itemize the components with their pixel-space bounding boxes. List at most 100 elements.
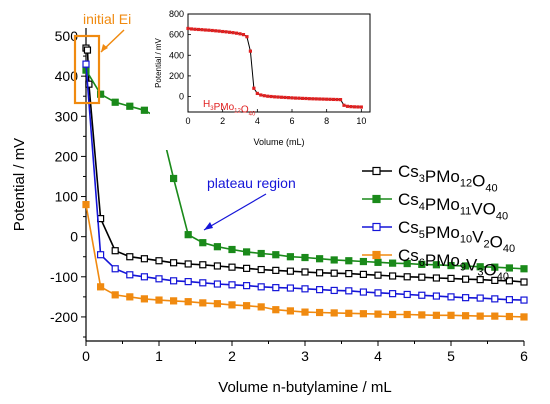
y-tick-label: 300	[55, 108, 79, 124]
inset-data-point	[356, 105, 360, 109]
inset-data-point	[186, 26, 190, 31]
inset-data-point	[283, 95, 287, 100]
inset-data-point	[293, 96, 298, 100]
data-point	[505, 264, 513, 272]
data-point	[374, 289, 382, 297]
inset-data-point	[342, 103, 346, 107]
inset-data-point	[349, 105, 353, 109]
legend-marker	[372, 194, 381, 204]
data-point	[476, 276, 484, 284]
data-point	[286, 267, 294, 275]
inset-x-tick-label: 6	[289, 116, 294, 126]
data-point	[199, 239, 207, 247]
inset-data-point	[245, 35, 249, 39]
annotation-initial-ei: initial Ei	[73, 11, 131, 105]
data-point	[476, 312, 484, 320]
data-point	[520, 313, 528, 321]
data-point	[170, 259, 178, 267]
data-point	[228, 301, 236, 309]
inset-data-point	[307, 97, 311, 101]
initial-ei-label: initial Ei	[83, 11, 131, 27]
data-point	[432, 261, 440, 269]
data-point	[213, 243, 221, 251]
inset-data-point	[311, 97, 315, 101]
inset-data-point	[262, 94, 266, 98]
inset-background	[150, 2, 382, 150]
inset-data-point	[224, 30, 228, 34]
series-1	[82, 66, 528, 273]
data-point	[520, 265, 528, 273]
inset-data-point	[304, 96, 308, 101]
data-point	[330, 269, 338, 277]
x-tick-label: 0	[82, 348, 90, 364]
data-point	[184, 231, 192, 239]
annotation-plateau: plateau region	[203, 175, 296, 231]
series-2	[82, 60, 528, 304]
data-point	[345, 309, 353, 317]
inset-data-point	[318, 97, 322, 101]
inset-data-point	[217, 29, 221, 33]
inset-data-point	[228, 30, 232, 34]
data-point	[301, 268, 309, 276]
data-point	[199, 261, 207, 269]
data-point	[184, 260, 192, 268]
legend-label: Cs3PMo12O40	[398, 162, 498, 194]
inset-data-point	[269, 94, 273, 99]
legend-label: Cs4PMo11VO40	[398, 190, 508, 222]
data-point	[403, 273, 411, 281]
legend-marker	[372, 166, 381, 176]
data-point	[447, 311, 455, 319]
data-point	[228, 281, 236, 289]
plateau-label: plateau region	[207, 175, 296, 191]
inset-y-tick-label: 600	[169, 30, 184, 40]
inset-y-tick-label: 800	[169, 9, 184, 19]
inset-data-point	[248, 49, 252, 53]
data-point	[257, 249, 265, 258]
data-point	[345, 287, 353, 295]
inset-data-point	[207, 28, 211, 32]
legend-marker	[372, 222, 381, 232]
data-point	[505, 277, 513, 285]
inset-data-point	[280, 95, 284, 99]
data-point	[213, 262, 221, 270]
inset-data-point	[214, 29, 218, 33]
inset-data-point	[314, 97, 318, 101]
data-point	[403, 259, 411, 268]
data-point	[520, 296, 528, 304]
legend-label: Cs5PMo10V2O40	[398, 218, 515, 255]
data-point	[243, 302, 251, 310]
data-point	[140, 255, 148, 263]
y-tick-label: -100	[50, 269, 78, 285]
data-point	[418, 291, 426, 299]
data-point	[403, 310, 411, 319]
data-point	[111, 98, 119, 106]
inset-data-point	[325, 97, 329, 101]
y-tick-label: 100	[55, 189, 79, 205]
data-point	[389, 272, 397, 280]
data-point	[389, 259, 397, 267]
data-point	[155, 296, 163, 304]
data-point	[389, 290, 397, 298]
data-point	[140, 273, 148, 281]
inset-data-point	[241, 33, 246, 37]
data-point	[155, 257, 163, 265]
data-point	[199, 279, 207, 287]
data-point	[418, 273, 426, 281]
initial-ei-box	[73, 34, 101, 105]
data-point	[257, 283, 265, 291]
data-point	[126, 253, 134, 261]
data-point	[272, 251, 280, 259]
data-point	[96, 90, 105, 98]
data-point	[491, 276, 499, 285]
inset-data-point	[290, 96, 294, 100]
data-point	[301, 308, 309, 316]
data-point	[505, 296, 513, 304]
data-point	[272, 284, 280, 292]
inset-y-tick-label: 200	[169, 71, 184, 81]
data-point	[491, 312, 499, 320]
data-point	[403, 290, 411, 299]
x-tick-label: 5	[447, 348, 455, 364]
data-point	[184, 298, 192, 306]
x-tick-label: 1	[155, 348, 163, 364]
data-point	[170, 297, 178, 305]
